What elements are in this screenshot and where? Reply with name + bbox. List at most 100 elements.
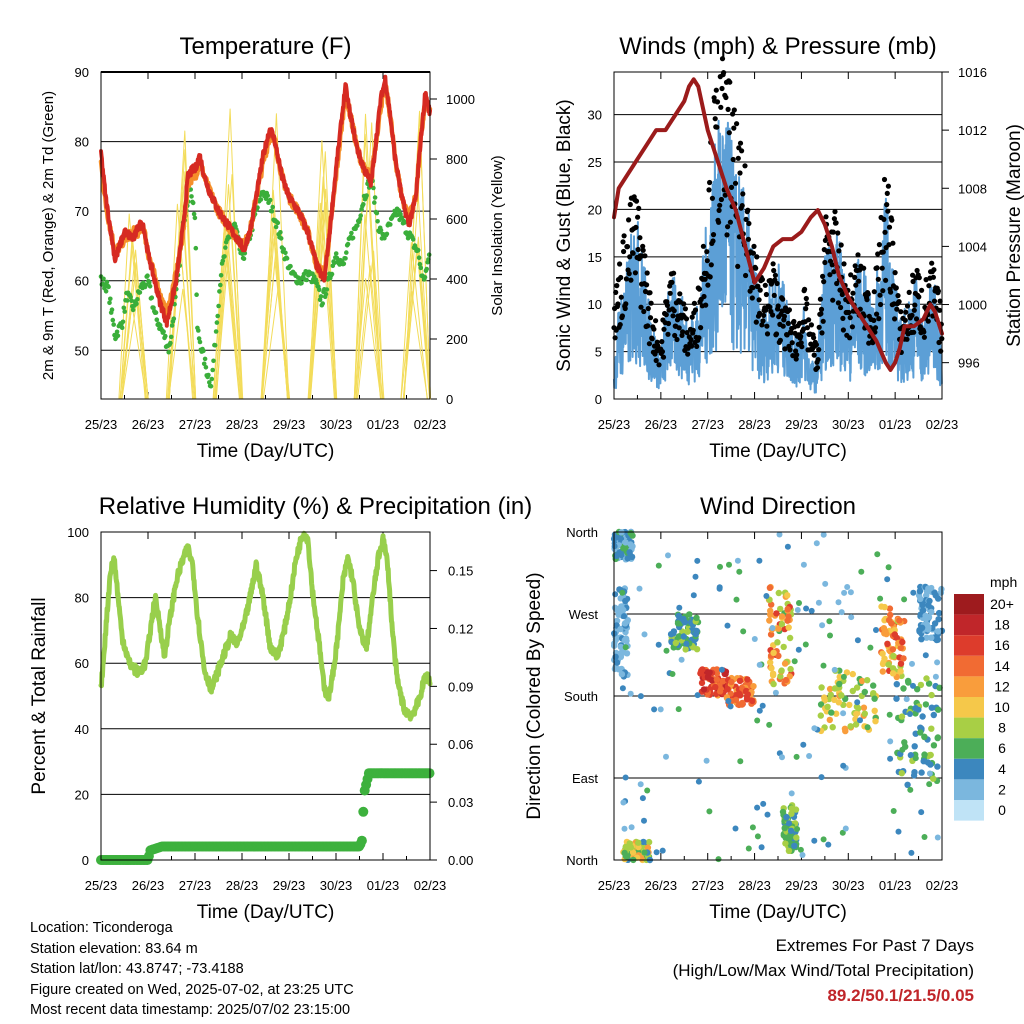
gust-point	[696, 335, 702, 341]
dewpoint-point	[223, 245, 228, 250]
direction-point	[910, 772, 918, 779]
gust-point	[919, 287, 925, 293]
dewpoint-point	[153, 310, 159, 315]
direction-point	[934, 834, 941, 841]
direction-point	[857, 717, 863, 724]
gust-point	[750, 250, 757, 256]
direction-point	[770, 649, 777, 656]
y-tick-label: 5	[595, 345, 602, 360]
dewpoint-point	[343, 256, 348, 261]
direction-point	[669, 671, 676, 677]
direction-point	[641, 631, 648, 638]
gust-point	[852, 263, 858, 269]
gust-point	[740, 191, 746, 197]
direction-point	[931, 589, 938, 596]
direction-point	[923, 675, 930, 682]
direction-point	[713, 676, 721, 683]
dewpoint-point	[267, 197, 273, 203]
gust-point	[691, 300, 698, 306]
direction-point	[751, 636, 758, 642]
direction-point	[613, 552, 620, 559]
gust-point	[817, 296, 824, 302]
dewpoint-point	[278, 236, 284, 241]
dewpoint-point	[215, 313, 220, 319]
direction-point	[885, 661, 892, 668]
gust-point	[802, 286, 808, 292]
direction-point	[935, 609, 943, 617]
gust-point	[681, 301, 687, 307]
dewpoint-point	[398, 211, 403, 217]
direction-point	[758, 844, 765, 851]
y-tick-label: North	[566, 525, 598, 540]
direction-point	[922, 612, 929, 619]
gust-point	[898, 309, 904, 315]
direction-point	[935, 616, 942, 623]
precip-series	[96, 768, 435, 865]
x-tick-label: 27/23	[691, 417, 724, 432]
direction-point	[864, 724, 871, 731]
y2-tick-label: 1000	[446, 92, 475, 107]
direction-point	[706, 808, 713, 815]
gust-point	[782, 346, 788, 352]
direction-point	[637, 693, 644, 700]
gust-point	[724, 232, 730, 238]
direction-point	[764, 811, 771, 818]
direction-point	[802, 641, 809, 648]
gust-point	[793, 356, 799, 362]
gust-point	[761, 312, 767, 318]
direction-point	[840, 762, 847, 769]
gust-point	[764, 323, 770, 329]
gust-point	[864, 297, 870, 303]
direction-point	[846, 701, 853, 709]
direction-point	[788, 805, 795, 812]
direction-point	[918, 636, 925, 643]
direction-point	[675, 612, 682, 620]
direction-point	[695, 778, 702, 785]
dewpoint-point	[424, 266, 430, 272]
direction-point	[910, 589, 917, 596]
gust-point	[730, 111, 736, 117]
direction-point	[622, 644, 629, 651]
gust-point	[623, 301, 629, 307]
direction-point	[713, 666, 721, 673]
dewpoint-point	[355, 223, 360, 228]
dewpoint-point	[106, 284, 111, 290]
dewpoint-point	[357, 216, 363, 222]
direction-point	[796, 600, 802, 606]
gust-point	[881, 216, 887, 222]
gust-point	[694, 343, 700, 349]
direction-point	[712, 683, 719, 691]
gust-point	[731, 107, 737, 113]
dewpoint-point	[269, 209, 275, 214]
y-tick-label: 20	[588, 202, 602, 217]
gust-point	[780, 296, 786, 302]
dewpoint-point	[416, 255, 422, 260]
direction-point	[826, 618, 833, 625]
gust-point	[780, 323, 786, 329]
gust-point	[814, 365, 821, 371]
dewpoint-point	[218, 282, 223, 288]
gust-point	[709, 195, 716, 201]
y2-tick-label: 1004	[958, 239, 987, 254]
gust-point	[704, 258, 710, 264]
direction-point	[936, 684, 943, 691]
dewpoint-point	[283, 250, 288, 256]
x-tick-label: 28/23	[226, 878, 259, 893]
direction-point	[797, 846, 804, 853]
gust-point	[641, 308, 647, 315]
colorbar-label: 20+	[990, 596, 1014, 612]
direction-point	[663, 647, 670, 654]
direction-point	[854, 699, 861, 706]
direction-point	[881, 603, 888, 611]
direction-point	[886, 711, 893, 718]
gust-point	[635, 246, 641, 253]
gust-point	[728, 184, 735, 190]
gust-point	[628, 277, 634, 283]
gust-point	[884, 190, 890, 196]
direction-point	[831, 696, 838, 703]
x-axis-label: Time (Day/UTC)	[197, 441, 335, 462]
direction-point	[926, 770, 933, 777]
dewpoint-point	[415, 247, 421, 253]
gust-point	[632, 270, 639, 276]
dewpoint-point	[161, 329, 166, 334]
